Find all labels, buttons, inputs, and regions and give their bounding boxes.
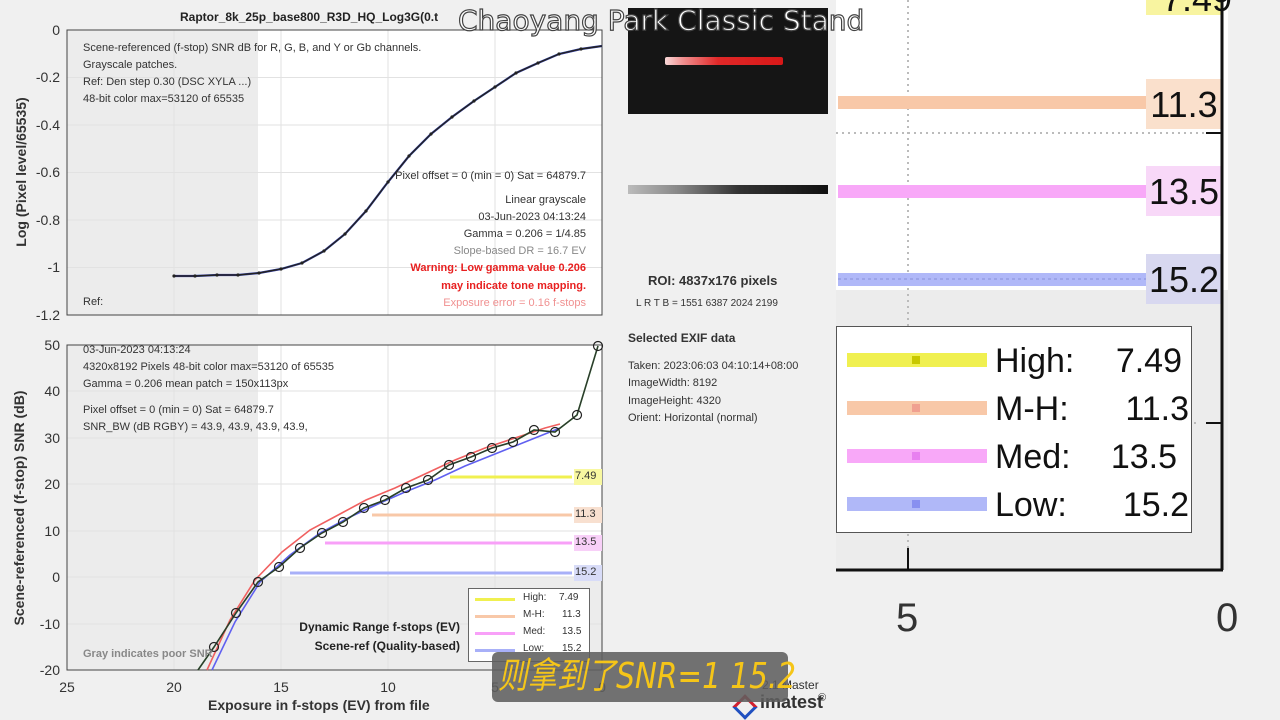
dr-label-mh: 11.3 [575,508,596,520]
legend-value: 15.2 [1122,486,1189,524]
annotation-line: Gamma = 0.206 mean patch = 150x113px [83,378,289,390]
roi-coords: L R T B = 1551 6387 2024 2199 [636,298,778,309]
legend-label: Med: [523,626,546,637]
zoom-x-tick: 5 [896,596,919,640]
exif-title: Selected EXIF data [628,331,736,345]
exif-line: Orient: Horizontal (normal) [628,412,758,424]
dr-subtitle: Scene-ref (Quality-based) [314,639,460,653]
svg-text:-20: -20 [40,662,60,678]
video-caption: 则拿到了SNR=1 15.2 [498,656,797,697]
svg-text:-10: -10 [40,616,60,632]
exposure-error-text: Exposure error = 0.16 f-stops [443,297,586,309]
dr-title: Dynamic Range f-stops (EV) [299,620,460,634]
svg-text:30: 30 [44,430,60,446]
legend-row-med: Med: 13.5 [847,437,1187,477]
svg-text:-0.4: -0.4 [36,117,60,133]
exif-line: Taken: 2023:06:03 04:10:14+08:00 [628,360,799,372]
video-subtitle: Chaoyang Park Classic Stand [457,3,865,37]
legend-value: 11.3 [1125,390,1189,428]
svg-text:40: 40 [44,383,60,399]
roi-title: ROI: 4837x176 pixels [648,273,778,288]
zoom-tag-low: 15.2 [1148,259,1220,300]
annotation-line: Scene-referenced (f-stop) SNR dB for R, … [83,42,422,54]
ref-label: Ref: [83,296,104,308]
annotation-line: 4320x8192 Pixels 48-bit color max=53120 … [83,361,335,373]
legend-label: Med: [995,438,1071,476]
exif-line: ImageWidth: 8192 [628,377,718,389]
chart-legend: High: 7.49 M-H: 11.3 Med: 13.5 Low: 15.2 [468,588,590,662]
svg-text:0: 0 [52,22,60,38]
svg-text:20: 20 [44,476,60,492]
annotation-line: Linear grayscale [505,194,586,206]
annotation-line: 48-bit color max=53120 of 65535 [83,93,245,105]
legend-row-high: High: 7.49 [847,341,1187,381]
svg-text:50: 50 [44,337,60,353]
dr-label-low: 15.2 [575,566,597,578]
zoom-tag-high: 7.49 [1162,0,1232,20]
dr-label-med: 13.5 [575,536,597,548]
svg-text:25: 25 [59,679,75,695]
legend-value: 7.49 [559,592,579,603]
svg-text:10: 10 [44,523,60,539]
dr-label-high: 7.49 [575,470,597,482]
annotation-line: Pixel offset = 0 (min = 0) Sat = 64879.7 [395,170,586,182]
grayscale-strip [628,185,828,194]
legend-value: 11.3 [562,609,581,620]
legend-value: 13.5 [562,626,582,637]
zoom-tag-mh: 11.3 [1150,84,1218,125]
legend-label: High: [523,592,547,603]
annotation-line: 03-Jun-2023 04:13:24 [83,344,191,356]
legend-label: M-H: [995,390,1069,428]
svg-text:-0.6: -0.6 [36,164,60,180]
tone-response-chart: Raptor_8k_25p_base800_R3D_HQ_Log3G(0.t 0 [0,0,620,320]
annotation-line: 03-Jun-2023 04:13:24 [478,211,586,223]
svg-text:0: 0 [52,569,60,585]
registered-mark: ® [818,692,827,704]
annotation-line: Slope-based DR = 16.7 EV [453,245,586,257]
svg-text:20: 20 [166,679,182,695]
caption-background [492,652,788,702]
legend-value: 15.2 [562,643,582,654]
svg-text:15: 15 [273,679,289,695]
roi-thumbnail [628,8,828,114]
legend-label: M-H: [523,609,545,620]
svg-text:Log (Pixel level/65535): Log (Pixel level/65535) [13,97,29,246]
tone-curve-plot: 0 -0.2 -0.4 -0.6 -0.8 -1 -1.2 Log (Pixel… [13,22,603,320]
legend-row-mh: M-H: 11.3 [847,389,1189,429]
svg-text:-0.8: -0.8 [36,212,60,228]
svg-text:-1.2: -1.2 [36,307,60,320]
zoom-x-tick: 0 [1216,596,1239,640]
annotation-line: Grayscale patches. [83,59,178,71]
zoom-tag-med: 13.5 [1148,171,1220,212]
legend-label: Low: [523,643,545,654]
legend-row-low: Low: 15.2 [847,485,1189,525]
annotation-line: SNR_BW (dB RGBY) = 43.9, 43.9, 43.9, 43.… [83,421,308,433]
svg-text:Scene-referenced (f-stop) SNR: Scene-referenced (f-stop) SNR (dB) [11,391,27,626]
x-axis-label: Exposure in f-stops (EV) from file [208,697,430,713]
chart-title: Raptor_8k_25p_base800_R3D_HQ_Log3G(0.t [180,10,439,24]
annotation-line: Pixel offset = 0 (min = 0) Sat = 64879.7 [83,404,274,416]
annotation-line: Gamma = 0.206 = 1/4.85 [463,228,586,240]
legend-value: 13.5 [1110,438,1177,476]
legend-label: High: [995,342,1075,380]
annotation-line: Ref: Den step 0.30 (DSC XYLA ...) [83,76,252,88]
warning-text: Warning: Low gamma value 0.206 [410,262,586,274]
svg-text:-0.2: -0.2 [36,69,60,85]
exif-line: ImageHeight: 4320 [628,395,721,407]
zoomed-legend: High: 7.49 M-H: 11.3 Med: 13.5 Low: 15.2 [836,326,1192,533]
gray-note: Gray indicates poor SNR [83,648,213,660]
legend-label: Low: [995,486,1067,524]
roi-strip-red [665,57,783,65]
svg-text:-1: -1 [48,259,61,275]
svg-text:10: 10 [380,679,396,695]
legend-value: 7.49 [1115,342,1182,380]
warning-text: may indicate tone mapping. [441,280,586,292]
snr-chart: 50 40 30 20 10 0 -10 -20 Scene-reference… [0,320,620,720]
